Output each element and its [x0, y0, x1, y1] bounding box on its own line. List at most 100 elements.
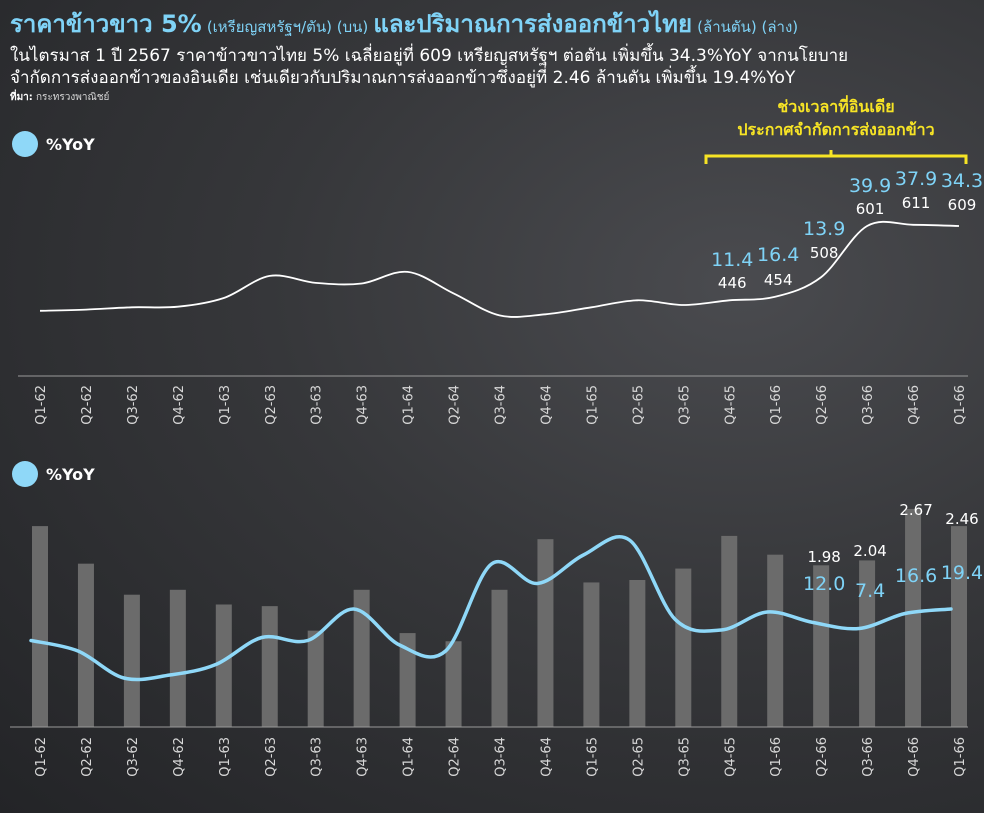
x-tick-label: Q4-64: [539, 385, 554, 425]
annotation-line-2: ประกาศจำกัดการส่งออกข้าว: [737, 120, 935, 139]
x-tick-label: Q3-63: [310, 737, 325, 777]
price-label: 454: [764, 271, 793, 289]
export-value-label: 2.67: [899, 501, 932, 519]
annotation-line-1: ช่วงเวลาที่อินเดีย: [777, 97, 895, 116]
x-tick-label: Q3-66: [861, 737, 876, 777]
export-value-label: 2.46: [945, 510, 978, 528]
source-label: ที่มา:: [10, 92, 33, 103]
price-label: 446: [718, 274, 747, 292]
x-tick-label: Q3-66: [861, 385, 876, 425]
title-row: ราคาข้าวขาว 5% (เหรียญสหรัฐฯ/ตัน) (บน) แ…: [10, 4, 974, 47]
price-label: 611: [902, 194, 931, 212]
export-bar: [583, 582, 600, 727]
x-tick-label: Q2-63: [264, 737, 279, 777]
source: ที่มา: กระทรวงพาณิชย์: [10, 90, 974, 105]
export-bar: [905, 508, 922, 727]
x-tick-label: Q1-63: [218, 385, 233, 425]
description: ในไตรมาส 1 ปี 2567 ราคาข้าวขาวไทย 5% เฉล…: [10, 45, 974, 89]
x-tick-label: Q1-66: [953, 737, 968, 777]
legend-top-label: %YoY: [46, 134, 95, 154]
x-tick-label: Q2-64: [448, 737, 463, 777]
export-bar: [77, 563, 94, 727]
price-line: [39, 220, 960, 318]
x-tick-label: Q2-66: [815, 385, 830, 425]
x-tick-label: Q1-63: [218, 737, 233, 777]
x-tick-label: Q4-63: [356, 737, 371, 777]
x-tick-label: Q2-64: [448, 385, 463, 425]
export-bar: [353, 589, 370, 727]
x-tick-label: Q3-64: [494, 385, 509, 425]
export-bar: [813, 565, 830, 727]
legend-dot-icon: [12, 131, 38, 157]
export-bar: [767, 554, 784, 727]
x-tick-label: Q1-62: [34, 385, 49, 425]
x-tick-label: Q1-66: [953, 385, 968, 425]
legend-bottom-label: %YoY: [46, 464, 95, 484]
export-yoy-line: [29, 535, 953, 682]
x-tick-label: Q1-64: [402, 737, 417, 777]
x-tick-label: Q3-65: [677, 385, 692, 425]
x-tick-label: Q2-62: [80, 385, 95, 425]
x-tick-label: Q4-66: [907, 737, 922, 777]
export-bar: [675, 568, 692, 727]
x-tick-label: Q4-65: [723, 737, 738, 777]
export-bar: [721, 535, 738, 727]
x-tick-label: Q3-65: [677, 737, 692, 777]
title-export: และปริมาณการส่งออกข้าวไทย: [373, 10, 693, 38]
export-value-label: 1.98: [807, 548, 840, 566]
yoy-label: 13.9: [803, 218, 845, 240]
x-tick-label: Q2-66: [815, 737, 830, 777]
yoy-label: 34.3: [941, 170, 983, 192]
x-tick-label: Q4-62: [172, 385, 187, 425]
export-yoy-label: 16.6: [895, 565, 937, 587]
x-tick-label: Q3-62: [126, 385, 141, 425]
export-yoy-label: 12.0: [803, 573, 845, 595]
export-bar: [491, 589, 508, 727]
x-tick-label: Q1-66: [769, 385, 784, 425]
source-text: กระทรวงพาณิชย์: [36, 92, 110, 103]
x-tick-label: Q3-64: [494, 737, 509, 777]
export-bar: [537, 539, 554, 727]
india-ban-annotation: ช่วงเวลาที่อินเดีย ประกาศจำกัดการส่งออกข…: [705, 95, 967, 141]
export-yoy-label: 7.4: [855, 580, 885, 602]
x-tick-label: Q2-63: [264, 385, 279, 425]
legend-bottom: %YoY: [12, 461, 95, 487]
export-bar: [629, 580, 646, 727]
export-bar: [307, 630, 324, 727]
yoy-label: 16.4: [757, 244, 799, 266]
title-price: ราคาข้าวขาว 5%: [10, 10, 202, 38]
x-tick-label: Q1-64: [402, 385, 417, 425]
export-value-label: 2.04: [853, 542, 886, 560]
price-chart: Q1-62 Q2-62 Q3-62 Q4-62 Q1-63 Q2-63 Q3-63 Q4-63…: [18, 150, 983, 425]
x-tick-label: Q2-65: [631, 737, 646, 777]
x-tick-label: Q1-62: [34, 737, 49, 777]
x-tick-label: Q4-63: [356, 385, 371, 425]
x-tick-label: Q2-62: [80, 737, 95, 777]
export-bar: [859, 560, 876, 727]
yoy-label: 11.4: [711, 249, 753, 271]
yoy-label: 37.9: [895, 168, 937, 190]
description-line-1: ในไตรมาส 1 ปี 2567 ราคาข้าวขาวไทย 5% เฉล…: [10, 46, 849, 66]
export-bar: [169, 589, 186, 727]
export-bar: [261, 606, 278, 727]
export-bar: [215, 604, 232, 727]
legend-dot-icon: [12, 461, 38, 487]
x-tick-label: Q4-65: [723, 385, 738, 425]
export-bar: [123, 594, 140, 727]
header: ราคาข้าวขาว 5% (เหรียญสหรัฐฯ/ตัน) (บน) แ…: [10, 4, 974, 105]
x-tick-label: Q4-66: [907, 385, 922, 425]
x-tick-label: Q2-65: [631, 385, 646, 425]
export-yoy-label: 19.4: [941, 562, 983, 584]
x-tick-label: Q3-62: [126, 737, 141, 777]
annotation-bracket: [704, 154, 968, 164]
x-tick-label: Q1-65: [585, 737, 600, 777]
price-label: 508: [810, 244, 839, 262]
legend-top: %YoY: [12, 131, 95, 157]
x-tick-label: Q1-65: [585, 385, 600, 425]
title-price-unit: (เหรียญสหรัฐฯ/ตัน) (บน): [206, 18, 369, 36]
price-label: 601: [856, 200, 885, 218]
description-line-2: จำกัดการส่งออกข้าวของอินเดีย เช่นเดียวกั…: [10, 68, 796, 88]
export-bar: [32, 526, 48, 727]
x-tick-label: Q4-64: [539, 737, 554, 777]
